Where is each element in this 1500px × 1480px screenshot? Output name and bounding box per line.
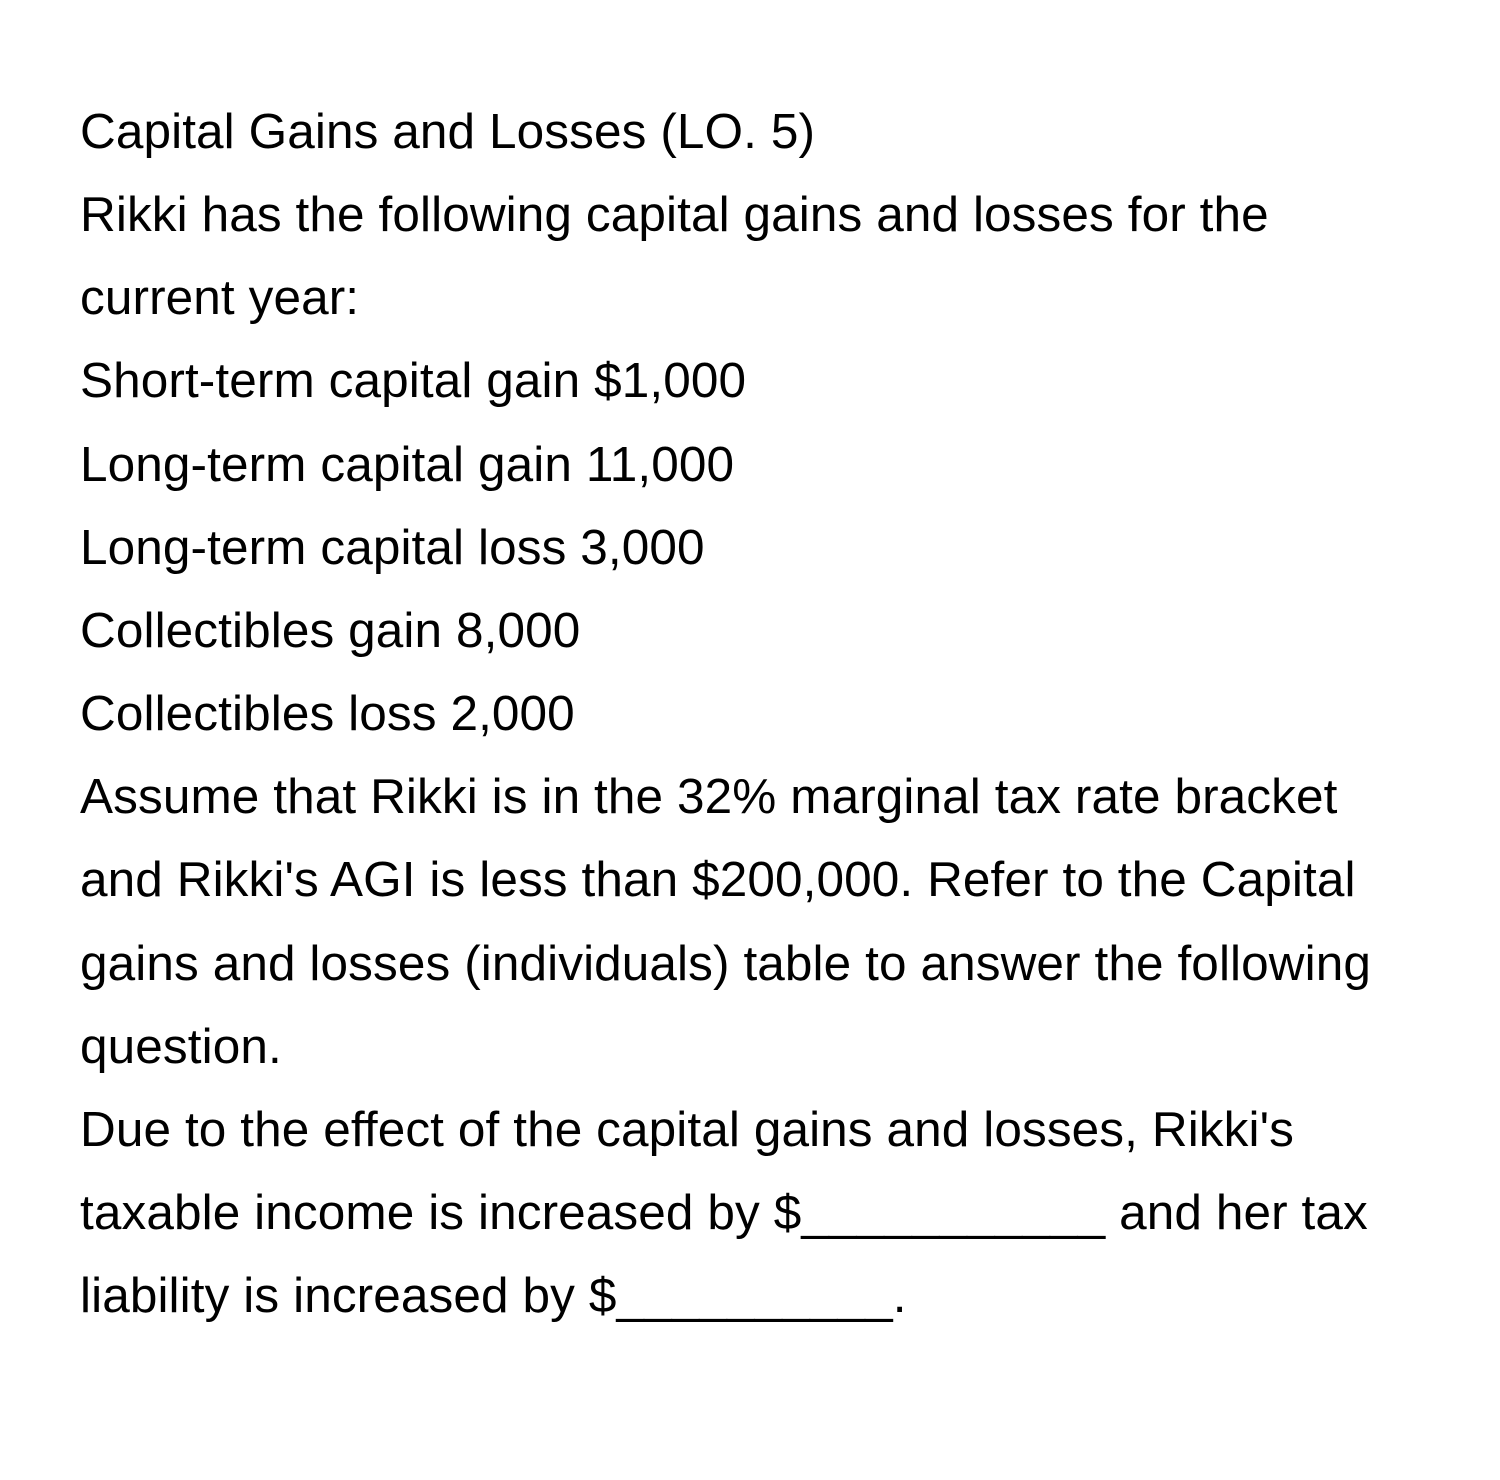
problem-intro: Rikki has the following capital gains an… — [80, 173, 1420, 339]
line-coll-loss: Collectibles loss 2,000 — [80, 672, 1420, 755]
problem-content: Capital Gains and Losses (LO. 5) Rikki h… — [80, 90, 1420, 1337]
line-stcg: Short-term capital gain $1,000 — [80, 339, 1420, 422]
problem-question: Due to the effect of the capital gains a… — [80, 1088, 1420, 1337]
line-ltcg: Long-term capital gain 11,000 — [80, 423, 1420, 506]
problem-assumption: Assume that Rikki is in the 32% marginal… — [80, 755, 1420, 1088]
line-coll-gain: Collectibles gain 8,000 — [80, 589, 1420, 672]
problem-title: Capital Gains and Losses (LO. 5) — [80, 90, 1420, 173]
line-ltcl: Long-term capital loss 3,000 — [80, 506, 1420, 589]
